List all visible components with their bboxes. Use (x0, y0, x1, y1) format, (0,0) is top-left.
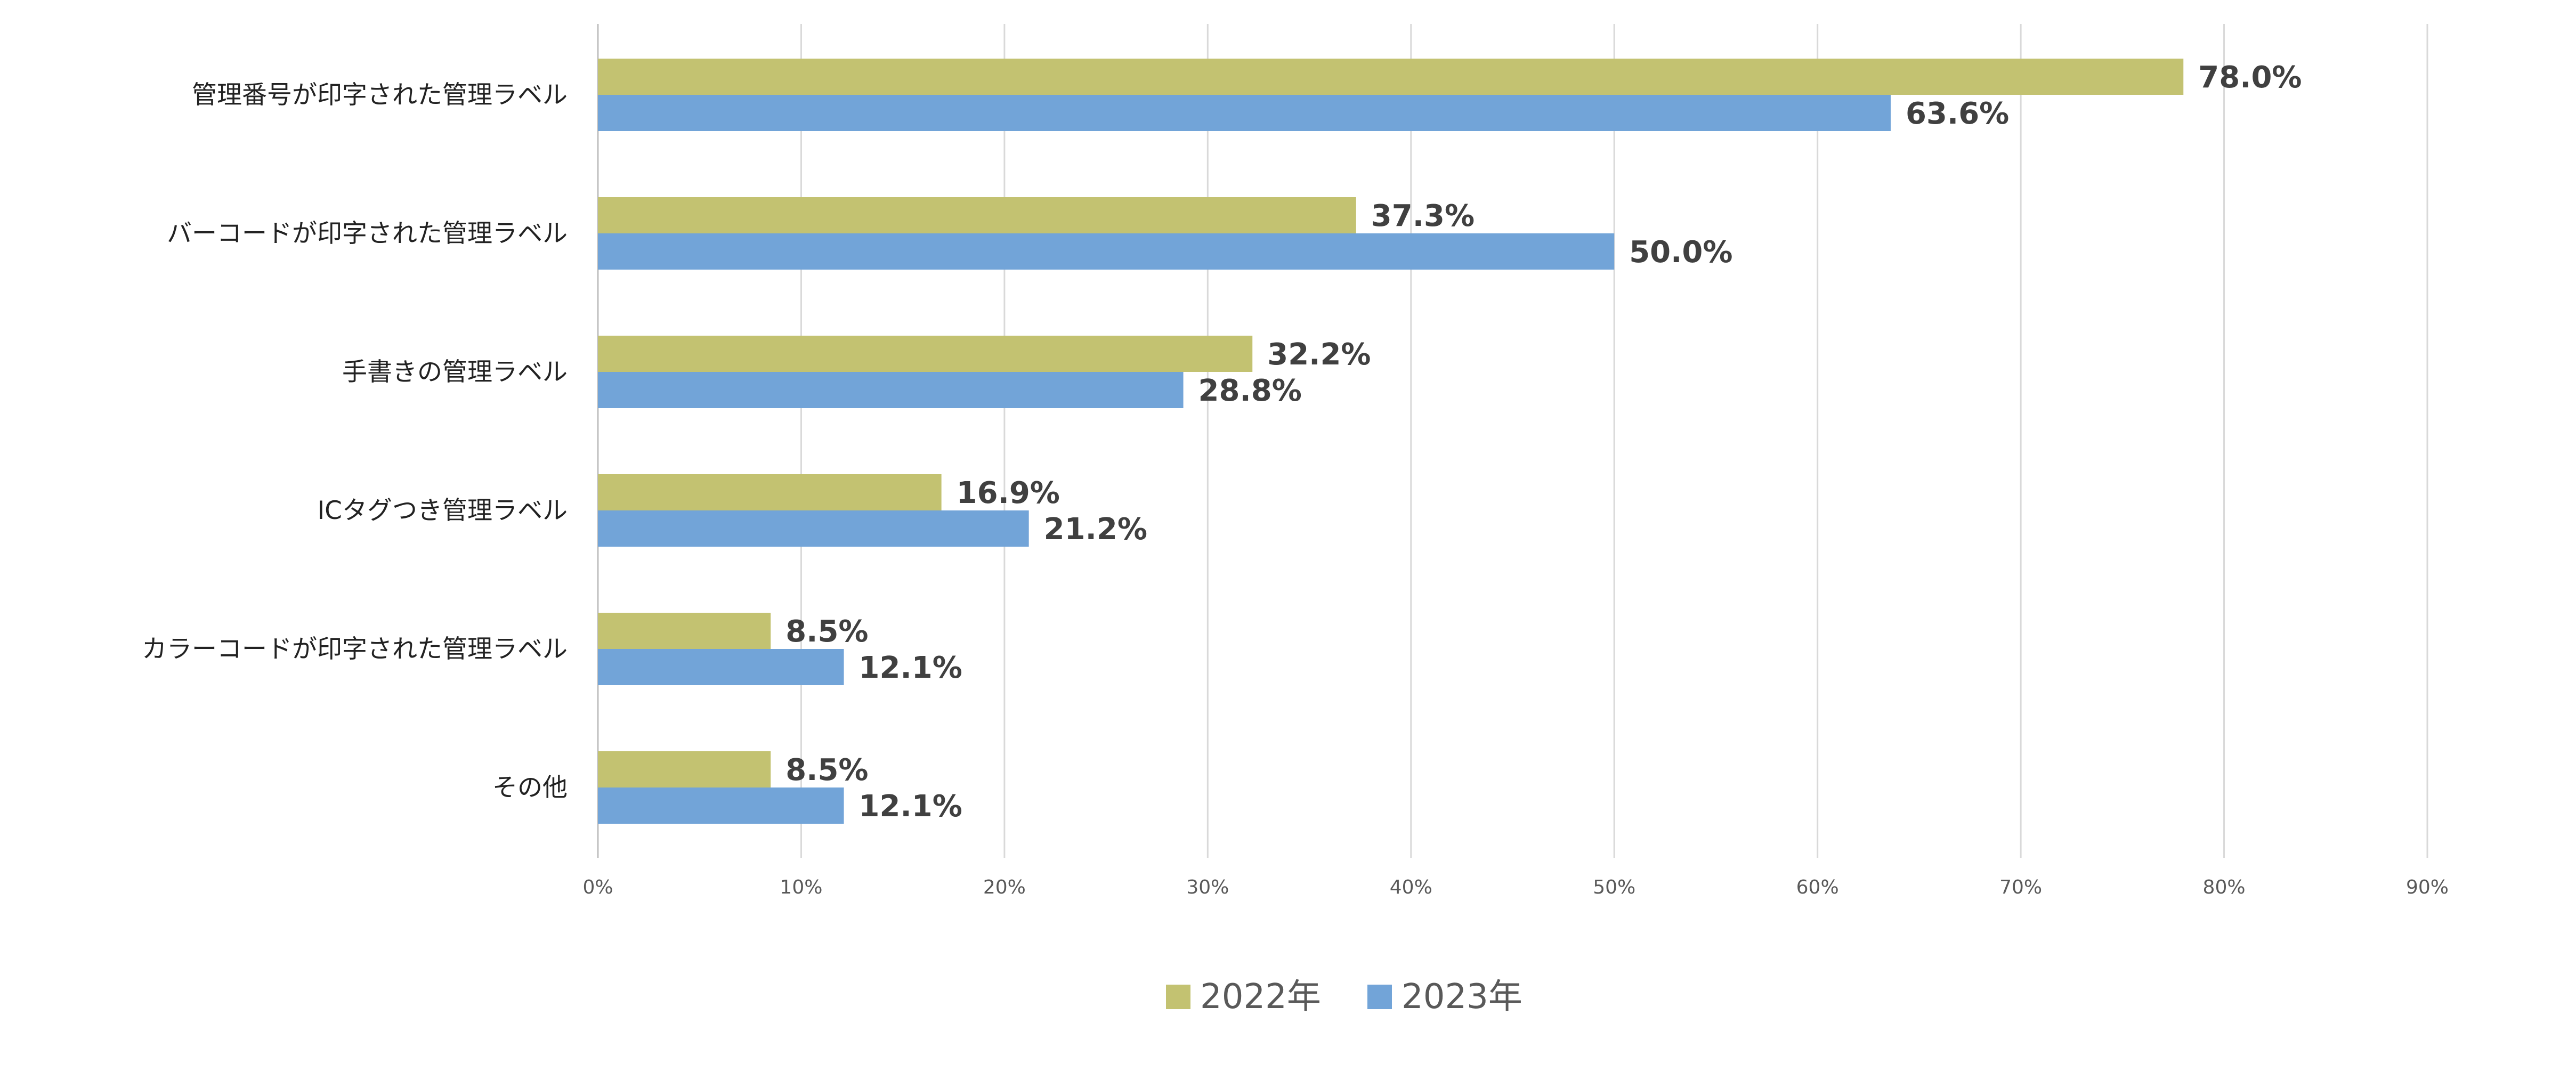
bars (598, 59, 2184, 824)
legend-label: 2022年 (1200, 977, 1321, 1017)
category-label: カラーコードが印字された管理ラベル (142, 635, 568, 664)
data-label: 16.9% (957, 476, 1060, 510)
category-label: バーコードが印字された管理ラベル (167, 219, 568, 248)
x-tick-label: 60% (1796, 876, 1839, 898)
x-tick-label: 80% (2203, 876, 2246, 898)
data-label: 37.3% (1371, 199, 1475, 233)
bar-series-1 (598, 197, 1356, 233)
data-label: 21.2% (1044, 512, 1147, 547)
bar-series-1 (598, 474, 942, 510)
data-label: 12.1% (859, 789, 962, 824)
bar-series-2 (598, 233, 1615, 270)
data-label: 63.6% (1906, 96, 2009, 131)
data-label: 8.5% (785, 753, 868, 787)
category-label: その他 (492, 773, 568, 802)
x-tick-label: 70% (1999, 876, 2042, 898)
data-label: 50.0% (1629, 235, 1732, 270)
bar-series-2 (598, 372, 1184, 408)
gridlines (597, 24, 2428, 858)
legend-label: 2023年 (1402, 977, 1522, 1017)
legend-swatch (1166, 985, 1190, 1009)
x-tick-label: 50% (1593, 876, 1635, 898)
data-label: 28.8% (1198, 374, 1302, 408)
x-tick-label: 0% (582, 876, 613, 898)
data-label: 32.2% (1267, 337, 1371, 372)
data-label: 12.1% (859, 651, 962, 685)
bar-series-2 (598, 510, 1029, 547)
data-label: 78.0% (2198, 60, 2302, 95)
data-label: 8.5% (785, 614, 868, 649)
bar-series-2 (598, 649, 844, 685)
legend-swatch (1367, 985, 1392, 1009)
x-tick-label: 20% (983, 876, 1026, 898)
x-tick-label: 30% (1186, 876, 1229, 898)
category-label: 手書きの管理ラベル (342, 358, 568, 387)
x-tick-label: 90% (2406, 876, 2449, 898)
bar-series-1 (598, 751, 771, 787)
bar-series-1 (598, 336, 1253, 372)
bar-series-1 (598, 613, 771, 649)
bar-series-2 (598, 787, 844, 824)
bar-series-1 (598, 59, 2184, 95)
legend: 2022年 2023年 (1166, 977, 1522, 1017)
x-tick-label: 10% (780, 876, 822, 898)
category-label: 管理番号が印字された管理ラベル (192, 80, 568, 110)
x-tick-label: 40% (1390, 876, 1432, 898)
value-labels: 78.0% 63.6% 37.3% 50.0% 32.2%28.8% 16.9%21.2%… (785, 60, 2302, 824)
category-label: ICタグつき管理ラベル (317, 496, 568, 525)
x-axis-ticks: 0% 10% 20% 30% 40% 50% 60% 70% 80% 90% (582, 876, 2449, 898)
bar-series-2 (598, 95, 1891, 131)
category-labels: 管理番号が印字された管理ラベルバーコードが印字された管理ラベル手書きの管理ラベル… (142, 80, 568, 802)
